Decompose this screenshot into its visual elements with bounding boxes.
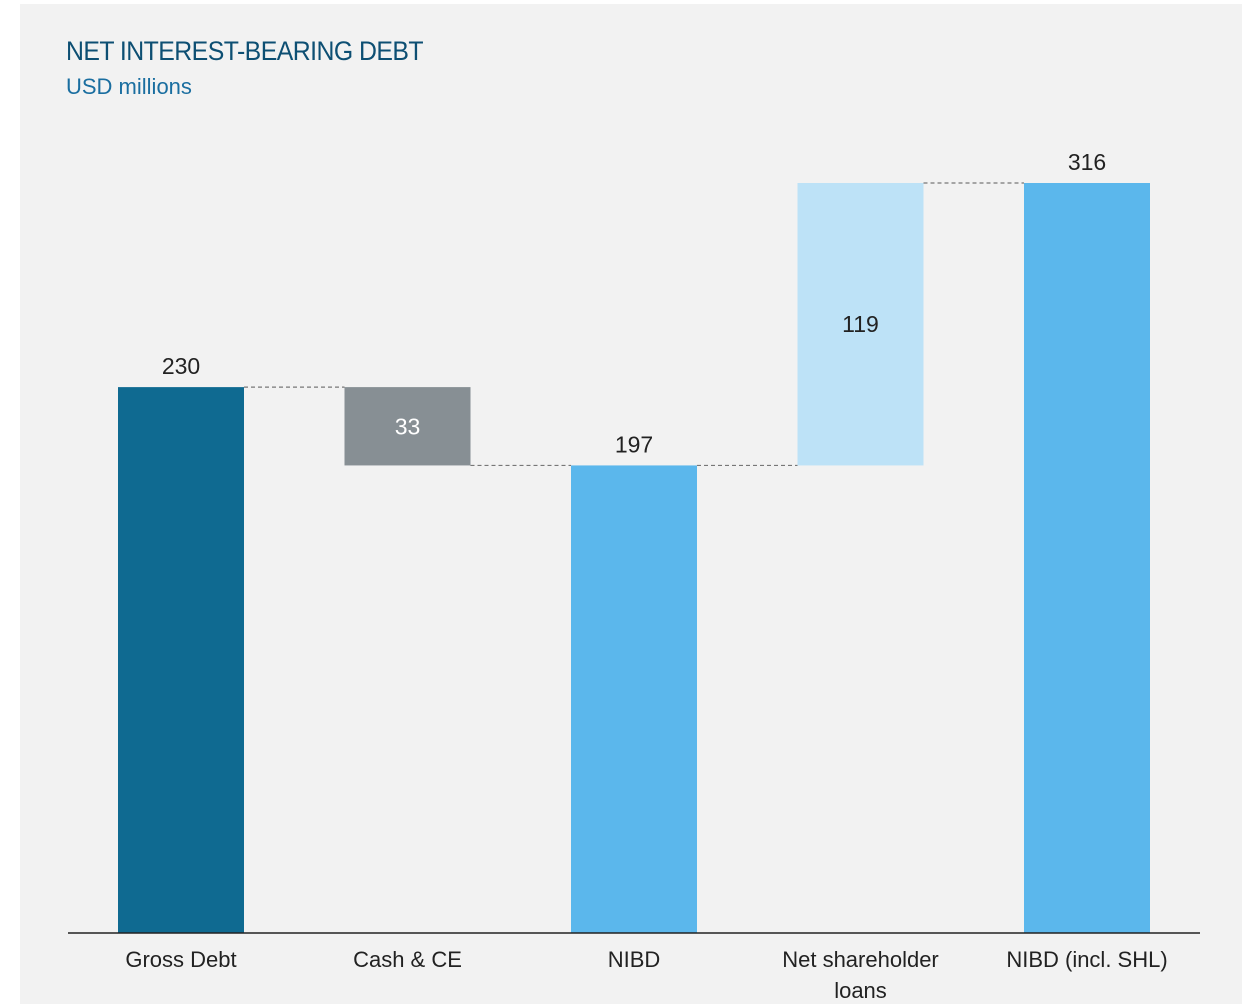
category-label-2: Cash & CE (353, 947, 462, 972)
category-label-4: Net shareholder loans (782, 947, 939, 1003)
data-label-3: 197 (615, 431, 653, 457)
bar-1 (118, 387, 244, 933)
data-label-5: 316 (1068, 149, 1106, 175)
category-label-3: NIBD (608, 947, 661, 972)
data-label-4: 119 (842, 311, 879, 337)
bar-3 (571, 465, 697, 933)
data-label-1: 230 (162, 353, 200, 379)
data-label-2: 33 (395, 413, 421, 439)
category-label-5: NIBD (incl. SHL) (1006, 947, 1167, 972)
bar-5 (1024, 183, 1150, 933)
category-label-1: Gross Debt (125, 947, 236, 972)
